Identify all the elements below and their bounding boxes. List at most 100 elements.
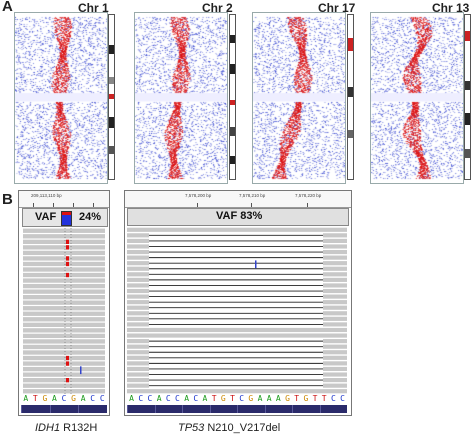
read-left bbox=[127, 361, 149, 366]
read bbox=[23, 317, 105, 322]
reference-base: C bbox=[165, 394, 171, 403]
read-right bbox=[323, 300, 347, 305]
read bbox=[23, 234, 105, 239]
reference-base: G bbox=[303, 394, 309, 403]
read-stack bbox=[127, 227, 347, 394]
chromosome-label-3: Chr 17 bbox=[318, 1, 356, 15]
read bbox=[23, 228, 105, 233]
read-left bbox=[127, 266, 149, 271]
read bbox=[127, 227, 347, 232]
read bbox=[23, 389, 105, 394]
read bbox=[23, 355, 105, 361]
reference-base: A bbox=[129, 394, 134, 403]
reference-base: A bbox=[275, 394, 281, 403]
ideogram-chr13 bbox=[464, 14, 471, 180]
reference-base: A bbox=[184, 394, 190, 403]
read bbox=[23, 366, 105, 372]
reference-base: A bbox=[156, 394, 162, 403]
read bbox=[23, 278, 105, 283]
amino-acid-track bbox=[127, 405, 347, 413]
insertion-marker bbox=[80, 366, 82, 375]
read-right bbox=[323, 277, 347, 282]
read-left bbox=[127, 294, 149, 299]
reference-base: C bbox=[138, 394, 144, 403]
read-right bbox=[323, 339, 347, 344]
reference-base: G bbox=[71, 394, 76, 403]
amino-acid-track bbox=[21, 405, 107, 413]
read bbox=[23, 272, 105, 278]
read-left bbox=[127, 339, 149, 344]
read bbox=[127, 327, 347, 333]
snp-density-plot-2 bbox=[134, 12, 228, 184]
read-left bbox=[127, 261, 149, 266]
reference-base: T bbox=[32, 394, 38, 403]
vaf-box: VAF 83% bbox=[127, 208, 349, 226]
read bbox=[23, 256, 105, 261]
read-right bbox=[323, 266, 347, 271]
reference-base: G bbox=[285, 394, 290, 403]
read-right bbox=[323, 249, 347, 255]
read-left bbox=[127, 255, 149, 260]
reference-base: C bbox=[99, 394, 105, 403]
ideogram-chr17 bbox=[347, 14, 354, 180]
read-right bbox=[323, 238, 347, 243]
read bbox=[23, 350, 105, 355]
read bbox=[23, 289, 105, 294]
read-left bbox=[127, 249, 149, 255]
reference-base: A bbox=[80, 394, 86, 403]
read bbox=[23, 378, 105, 383]
read-left bbox=[127, 277, 149, 282]
snp-density-plot-4 bbox=[370, 12, 464, 184]
read bbox=[23, 333, 105, 339]
panel-a-letter: A bbox=[2, 0, 13, 15]
variant-name: N210_V217del bbox=[207, 422, 281, 434]
read-left bbox=[127, 233, 149, 238]
read-left bbox=[127, 300, 149, 305]
read-right bbox=[323, 355, 347, 360]
read-right bbox=[323, 294, 347, 299]
mismatch-base bbox=[66, 256, 69, 261]
ideogram-chr1 bbox=[108, 14, 115, 180]
coordinate-ruler: 209,113,110 bp bbox=[19, 191, 109, 208]
reference-base: C bbox=[239, 394, 245, 403]
mismatch-base bbox=[66, 361, 69, 366]
read-left bbox=[127, 344, 149, 349]
read bbox=[23, 267, 105, 272]
read-right bbox=[323, 383, 347, 388]
read bbox=[23, 339, 105, 344]
coordinate-label-1: 7,578,200 bp bbox=[185, 193, 212, 198]
read-right bbox=[323, 305, 347, 310]
read-right bbox=[323, 366, 347, 372]
read-right bbox=[323, 255, 347, 260]
vaf-label: VAF 83% bbox=[216, 210, 263, 222]
reference-base: C bbox=[61, 394, 67, 403]
reference-base: T bbox=[294, 394, 300, 403]
read-right bbox=[323, 261, 347, 266]
read bbox=[23, 383, 105, 388]
read-left bbox=[127, 366, 149, 372]
chromosome-label-4: Chr 13 bbox=[432, 1, 470, 15]
snp-density-plot-1 bbox=[14, 12, 108, 184]
read bbox=[23, 372, 105, 377]
read bbox=[23, 283, 105, 289]
read-right bbox=[323, 272, 347, 277]
reference-base: C bbox=[175, 394, 180, 403]
chromosome-label-1: Chr 1 bbox=[78, 1, 109, 15]
read-left bbox=[127, 283, 149, 288]
ideogram-chr2 bbox=[229, 14, 236, 180]
read-left bbox=[127, 316, 149, 321]
read-left bbox=[127, 238, 149, 243]
reference-base: G bbox=[248, 394, 254, 403]
vaf-label: VAF bbox=[35, 211, 57, 223]
snp-density-plot-3 bbox=[252, 12, 346, 184]
read-right bbox=[323, 344, 347, 349]
chromosome-label-2: Chr 2 bbox=[202, 1, 233, 15]
read-right bbox=[323, 283, 347, 288]
read bbox=[23, 344, 105, 350]
read-right bbox=[323, 288, 347, 294]
read-right bbox=[323, 244, 347, 249]
vaf-value: 24% bbox=[79, 211, 102, 223]
read-left bbox=[127, 288, 149, 294]
